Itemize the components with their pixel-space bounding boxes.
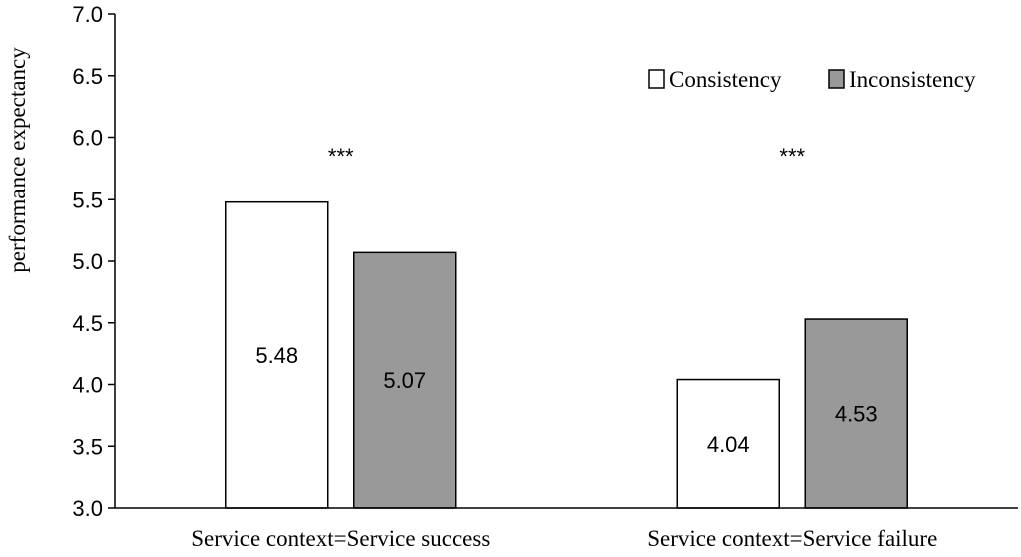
- legend-label: Inconsistency: [849, 67, 976, 92]
- legend-label: Consistency: [669, 67, 782, 92]
- x-axis: Service context=Service success Service c…: [115, 507, 1018, 551]
- bar: [804, 318, 908, 509]
- legend-swatch: [648, 69, 665, 89]
- data-labels: 5.48 5.07 *** 4.04 4.53 ***: [255, 144, 877, 457]
- y-tick-label: 3.0: [72, 496, 103, 521]
- bar: [225, 200, 329, 509]
- y-tick-label: 7.0: [72, 2, 103, 27]
- y-axis-label: performance expectancy: [5, 47, 30, 273]
- y-tick-label: 6.5: [72, 64, 103, 89]
- x-tick-label: Service context=Service failure: [647, 526, 937, 551]
- bar: [353, 251, 457, 509]
- legend: Consistency Inconsistency: [648, 67, 976, 92]
- y-tick-label: 4.5: [72, 311, 103, 336]
- data-label: 4.04: [707, 432, 750, 457]
- y-tick-label: 6.0: [72, 126, 103, 151]
- y-tick-label: 3.5: [72, 434, 103, 459]
- x-tick-label: Service context=Service success: [191, 526, 490, 551]
- y-axis: 3.0 3.5 4.0 4.5 5.0 5.5 6.0 6.5 7.0: [72, 2, 116, 521]
- legend-swatch: [828, 69, 845, 89]
- data-label: 4.53: [835, 402, 878, 427]
- y-tick-label: 5.0: [72, 249, 103, 274]
- significance-marker: ***: [779, 144, 805, 169]
- significance-marker: ***: [328, 144, 354, 169]
- y-tick-label: 5.5: [72, 187, 103, 212]
- bars: [225, 200, 908, 509]
- y-tick-label: 4.0: [72, 373, 103, 398]
- data-label: 5.07: [383, 368, 426, 393]
- data-label: 5.48: [255, 343, 298, 368]
